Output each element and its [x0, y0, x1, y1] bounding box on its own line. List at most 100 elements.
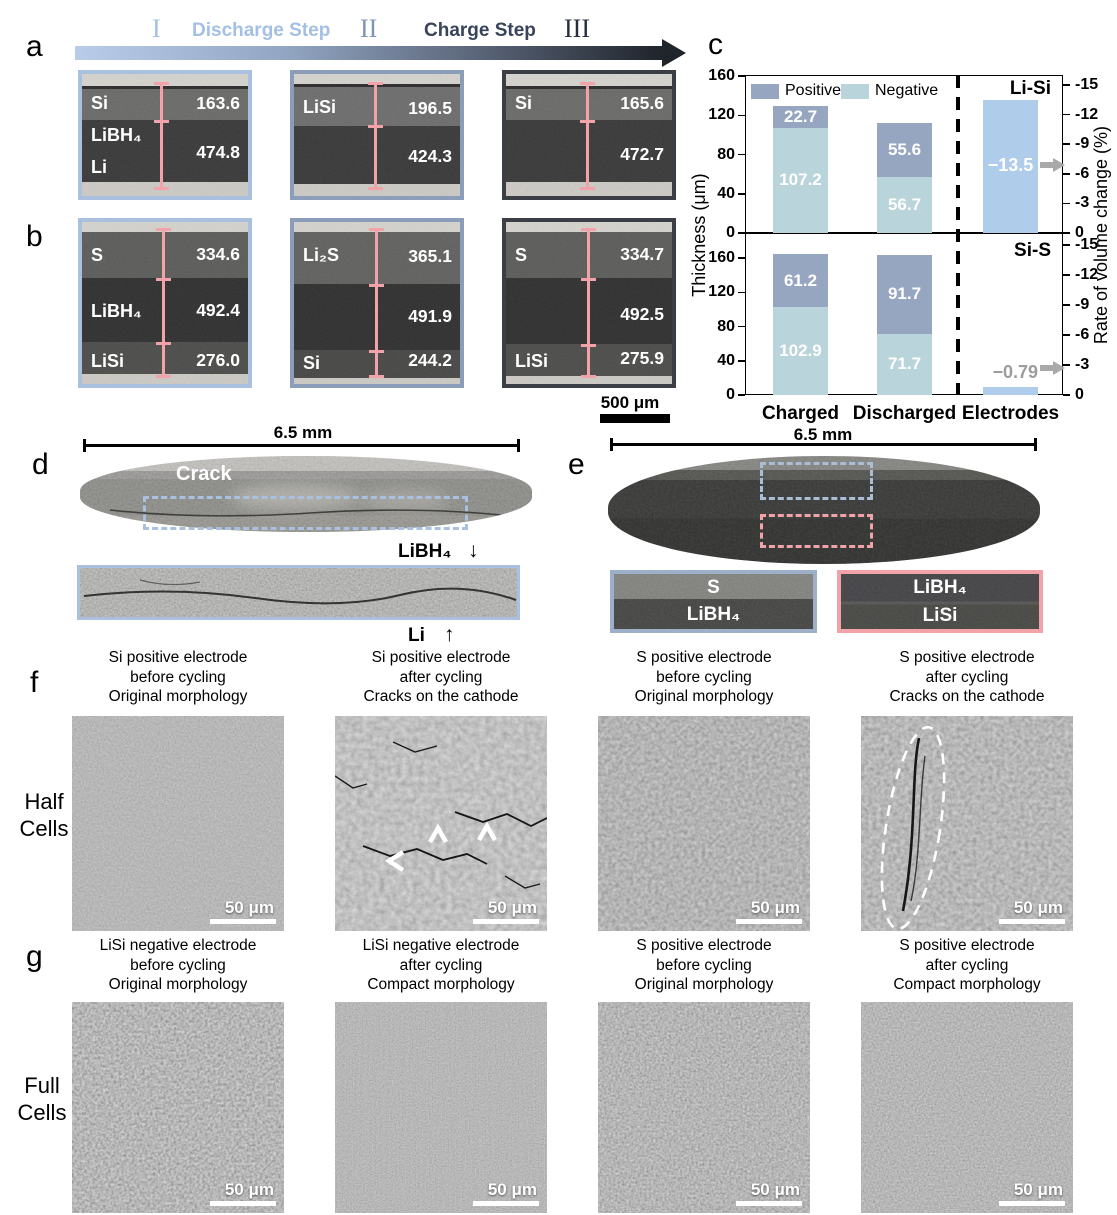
subplot-title: Si-S — [1014, 240, 1051, 261]
bar-value-positive: 61.2 — [783, 270, 818, 290]
scale-line-d-tick-right — [517, 439, 520, 452]
noise-texture — [82, 222, 248, 384]
measurement-ruler — [367, 82, 383, 190]
xray-cross-section-a1: Si LiBH₄ Li 163.6 474.8 — [78, 70, 252, 200]
xray-cross-section-a3: Si 165.6 472.7 — [502, 70, 676, 200]
measurement-ruler — [154, 82, 170, 190]
caption-line: Original morphology — [634, 976, 774, 993]
y-tick-label: 120 — [708, 283, 735, 301]
row-label-half-cells: Half Cells — [6, 788, 82, 842]
y2-tick-label: -12 — [1075, 105, 1099, 123]
scale-label-d: 6.5 mm — [273, 423, 333, 442]
sem-scale-line — [473, 1201, 539, 1206]
bar-value-negative: 71.7 — [887, 354, 922, 374]
crack-annotation: Crack — [176, 463, 232, 485]
caption-line: before cycling — [656, 956, 752, 974]
y2-tick-label: 0 — [1075, 224, 1084, 241]
layer-label: LiBH₄ — [91, 125, 142, 145]
thickness-value: 474.8 — [196, 142, 240, 162]
panel-label-d: d — [32, 448, 49, 481]
sem-scale-label: 50 μm — [224, 898, 274, 917]
bar-negative — [877, 177, 932, 233]
y2-tick-mark — [1063, 364, 1070, 366]
bar-value-negative: 102.9 — [779, 340, 822, 360]
noise-texture — [72, 1002, 284, 1213]
bar-value-positive: 55.6 — [887, 140, 922, 160]
caption-line: Compact morphology — [893, 976, 1041, 993]
panel-label-c: c — [708, 28, 723, 61]
thickness-value: 165.6 — [620, 93, 664, 113]
timeline-arrow-head — [662, 39, 686, 67]
caption-line: S positive electrode — [899, 649, 1035, 666]
y-tick-mark — [738, 360, 745, 362]
crack-zoom-strip-d — [77, 565, 520, 620]
bar-positive — [773, 105, 828, 128]
y-tick-mark — [738, 153, 745, 156]
inset-label-bottom: LiSi — [922, 605, 958, 626]
xray-cross-section-b2: Li₂S Si 365.1 491.9 244.2 — [290, 218, 464, 388]
xray-cross-section-b1: S LiBH₄ LiSi 334.6 492.4 276.0 — [78, 218, 252, 388]
noise-texture — [335, 716, 547, 931]
noise-texture — [506, 74, 672, 196]
sem-scale-line — [999, 919, 1065, 924]
noise-texture — [614, 574, 813, 629]
roi-dashed-box-d — [143, 496, 468, 530]
row-label-line2: Cells — [19, 816, 69, 841]
bar-positive — [773, 254, 828, 307]
noise-texture — [72, 716, 284, 931]
y2-tick-label: -6 — [1075, 164, 1090, 182]
panel-label-e: e — [568, 448, 585, 481]
thickness-value: 276.0 — [196, 350, 240, 370]
xray-cross-section-b3: S LiSi 334.7 492.5 275.9 — [502, 218, 676, 388]
crack-ellipse-highlight — [880, 725, 946, 931]
row-label-full-cells: Full Cells — [4, 1072, 80, 1126]
layer-label: Si — [91, 93, 109, 113]
y-tick-mark — [738, 232, 745, 234]
layer-label: S — [515, 245, 528, 265]
caption-line: S positive electrode — [899, 937, 1035, 954]
caption-line: before cycling — [656, 668, 752, 686]
y2-tick-mark — [1063, 394, 1070, 396]
roi-dashed-box-e-blue — [760, 462, 873, 500]
y2-tick-label: 0 — [1075, 386, 1084, 403]
sem-scale-label: 50 μm — [487, 1180, 537, 1199]
inset-label-top: S — [707, 577, 720, 598]
step-numeral-3: III — [564, 14, 590, 43]
panel-label-a: a — [26, 30, 43, 63]
dashed-section-divider — [956, 75, 960, 395]
rate-bar-value: −13.5 — [987, 155, 1034, 176]
discharge-step-label: Discharge Step — [192, 20, 331, 41]
sem-image-s-full-before: 50 μm — [598, 1002, 810, 1213]
measurement-ruler — [581, 228, 597, 378]
scale-line-e — [610, 443, 1037, 446]
y-tick-mark — [738, 325, 745, 328]
caption-line: Cracks on the cathode — [363, 688, 519, 705]
caption-line: Original morphology — [108, 688, 248, 705]
y-tick-label: 120 — [708, 106, 735, 124]
thickness-value: 424.3 — [408, 146, 452, 166]
sem-scale-line — [473, 919, 539, 924]
scale-line-e-tick-left — [610, 438, 613, 451]
y2-tick-label: -3 — [1075, 356, 1090, 373]
caption-line: after cycling — [399, 668, 483, 686]
panel-label-b: b — [26, 220, 43, 253]
layer-label: S — [91, 245, 104, 265]
libh4-annotation: LiBH₄ — [398, 541, 452, 562]
thickness-value: 492.5 — [620, 304, 664, 324]
noise-texture — [841, 574, 1039, 629]
sem-caption: LiSi negative electrode after cycling Co… — [321, 936, 561, 995]
y2-tick-mark — [1063, 334, 1070, 336]
y2-tick-mark — [1063, 202, 1070, 205]
sem-scale-line — [736, 919, 802, 924]
y-tick-mark — [738, 257, 745, 259]
x-category-label: Charged — [761, 403, 840, 424]
sem-caption: S positive electrode after cycling Compa… — [847, 936, 1087, 995]
inset-label-bottom: LiBH₄ — [686, 604, 741, 625]
sem-caption: S positive electrode after cycling Crack… — [847, 648, 1087, 707]
sem-image-s-after-cracks: 50 μm — [861, 716, 1073, 931]
sem-scale-line — [210, 1201, 276, 1206]
xray-cross-section-a2: LiSi 196.5 424.3 — [290, 70, 464, 200]
step-numeral-2: II — [360, 14, 378, 43]
row-label-line2: Cells — [17, 1100, 67, 1125]
